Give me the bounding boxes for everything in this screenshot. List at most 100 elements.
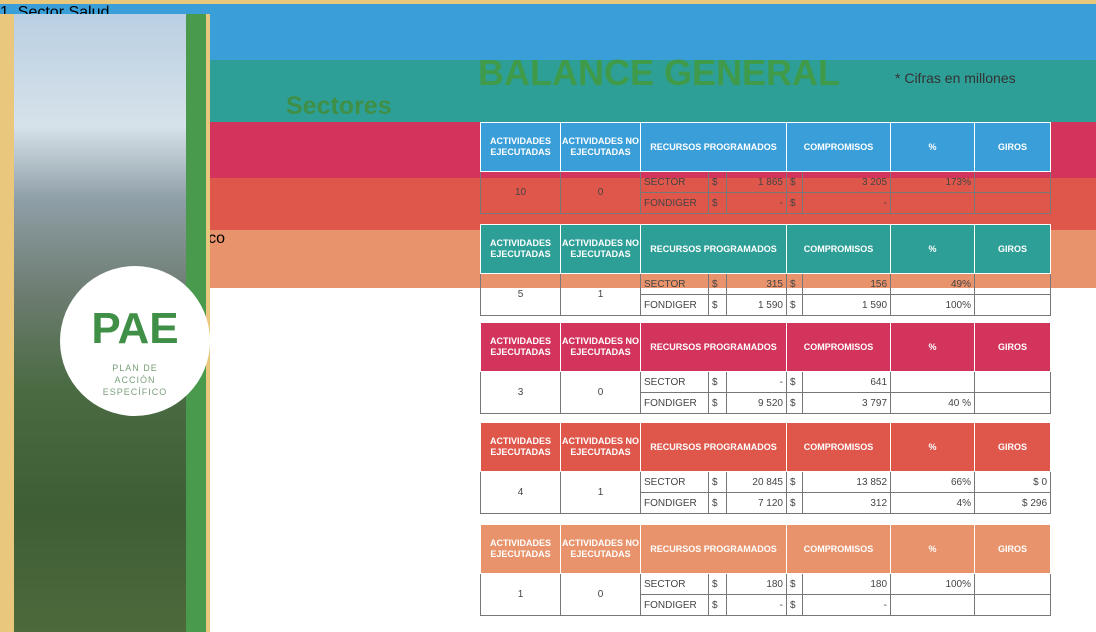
header-cell: % [890,122,976,172]
logo: PAE PLAN DE ACCIÓN ESPECÍFICO [60,266,210,416]
sector-table: ACTIVIDADES EJECUTADAS ACTIVIDADES NO EJE… [480,122,1052,214]
ejecutadas: 1 [480,573,561,616]
cell: $ [786,492,803,514]
header-cell: GIROS [974,422,1052,472]
no-ejecutadas: 1 [560,471,641,514]
header-row: ACTIVIDADES EJECUTADAS ACTIVIDADES NO EJE… [480,524,1052,574]
cell [890,192,976,214]
header-cell: ACTIVIDADES EJECUTADAS [480,122,561,172]
data-row: 10 0 SECTOR $1 865 $3 205 173% [480,171,1052,214]
cell: $ [708,471,727,493]
cell: $ [786,294,803,316]
cell: 180 [801,573,892,595]
cell: 49% [890,273,976,295]
cell: FONDIGER [640,492,709,514]
header-cell: RECURSOS PROGRAMADOS [640,224,787,274]
cell [974,371,1052,393]
header-cell: GIROS [974,224,1052,274]
cell: 4% [890,492,976,514]
header-cell: ACTIVIDADES NO EJECUTADAS [560,322,641,372]
cell: - [726,371,787,393]
cell: SECTOR [640,471,709,493]
cell: - [801,192,892,214]
ejecutadas: 4 [480,471,561,514]
cell: 1 865 [726,171,787,193]
logo-subtitle: PLAN DE ACCIÓN ESPECÍFICO [102,363,168,397]
header-cell: % [890,524,976,574]
cell: $ [786,371,803,393]
cell: FONDIGER [640,294,709,316]
ejecutadas: 5 [480,273,561,316]
cell: 66% [890,471,976,493]
cell: $ [708,573,727,595]
cell [974,294,1052,316]
title: BALANCE GENERAL [478,52,841,93]
cell: $ [708,171,727,193]
header-cell: RECURSOS PROGRAMADOS [640,524,787,574]
header-cell: COMPROMISOS [785,524,892,574]
header-row: ACTIVIDADES EJECUTADAS ACTIVIDADES NO EJE… [480,322,1052,372]
no-ejecutadas: 0 [560,371,641,414]
header-cell: GIROS [974,122,1052,172]
cell [974,594,1052,616]
header-cell: ACTIVIDADES NO EJECUTADAS [560,422,641,472]
cell: $ [786,573,803,595]
header-cell: ACTIVIDADES NO EJECUTADAS [560,524,641,574]
data-row: 4 1 SECTOR $20 845 $13 852 66% $ 0 [480,471,1052,514]
cell: 1 590 [801,294,892,316]
header-row: ACTIVIDADES EJECUTADAS ACTIVIDADES NO EJE… [480,224,1052,274]
sector-table: ACTIVIDADES EJECUTADAS ACTIVIDADES NO EJE… [480,322,1052,414]
no-ejecutadas: 0 [560,171,641,214]
cell [974,273,1052,295]
cell: 312 [801,492,892,514]
header-cell: ACTIVIDADES NO EJECUTADAS [560,224,641,274]
cell: $ [708,192,727,214]
data-row: FONDIGER $ - $ - [481,594,1052,616]
cell [890,371,976,393]
cell: $ [708,294,727,316]
cell: $ [708,492,727,514]
header-cell: COMPROMISOS [785,422,892,472]
cell: $ [786,273,803,295]
header-cell: GIROS [974,322,1052,372]
cell: 100% [890,294,976,316]
data-row: FONDIGER $9 520 $3 797 40 % [481,392,1052,414]
no-ejecutadas: 1 [560,273,641,316]
cell: $ [708,273,727,295]
cell: FONDIGER [640,392,709,414]
header-cell: RECURSOS PROGRAMADOS [640,422,787,472]
cell [890,594,976,616]
cell: 315 [726,273,787,295]
cell: 40 % [890,392,976,414]
header-cell: ACTIVIDADES EJECUTADAS [480,422,561,472]
data-row: FONDIGER $ - $ - [481,192,1052,214]
data-row: 1 0 SECTOR $180 $180 100% [480,573,1052,616]
cell [974,192,1052,214]
cell: 173% [890,171,976,193]
cell: $ 296 [974,492,1052,514]
cell: $ [786,171,803,193]
cell: 641 [801,371,892,393]
no-ejecutadas: 0 [560,573,641,616]
header-cell: % [890,224,976,274]
cell: 1 590 [726,294,787,316]
header-cell: ACTIVIDADES NO EJECUTADAS [560,122,641,172]
header-cell: ACTIVIDADES EJECUTADAS [480,524,561,574]
ejecutadas: 3 [480,371,561,414]
sector-table: ACTIVIDADES EJECUTADAS ACTIVIDADES NO EJE… [480,524,1052,616]
sector-table: ACTIVIDADES EJECUTADAS ACTIVIDADES NO EJE… [480,422,1052,514]
header-cell: COMPROMISOS [785,122,892,172]
cell: 156 [801,273,892,295]
cell: $ [786,471,803,493]
cell: 100% [890,573,976,595]
sector-table: ACTIVIDADES EJECUTADAS ACTIVIDADES NO EJE… [480,224,1052,316]
data-row: FONDIGER $1 590 $1 590 100% [481,294,1052,316]
cell: SECTOR [640,273,709,295]
cell: $ [708,371,727,393]
cell: - [801,594,892,616]
cell: $ [786,192,803,214]
cell: SECTOR [640,573,709,595]
header-row: ACTIVIDADES EJECUTADAS ACTIVIDADES NO EJE… [480,122,1052,172]
header-cell: ACTIVIDADES EJECUTADAS [480,322,561,372]
